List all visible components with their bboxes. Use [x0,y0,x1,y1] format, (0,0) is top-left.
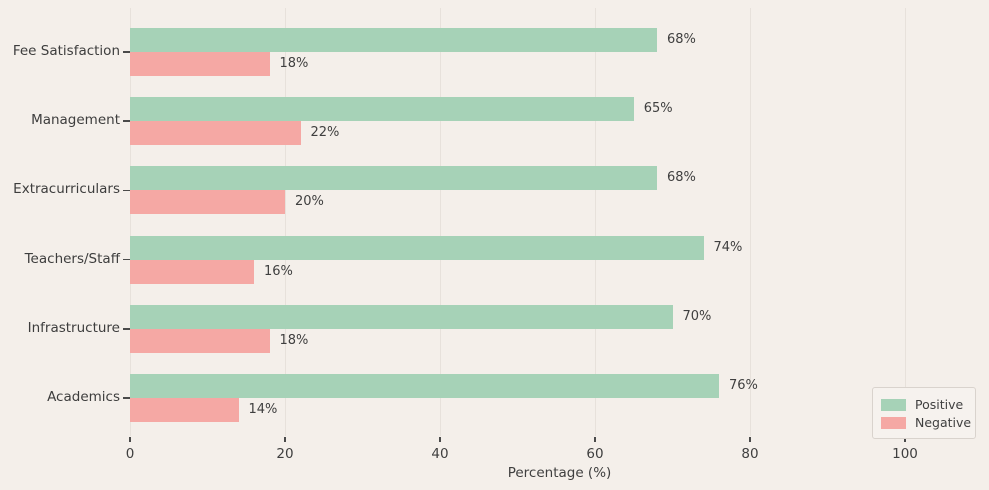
category-label: Extracurriculars [13,181,120,198]
y-tick-mark [123,189,130,192]
positive-bar [130,235,704,260]
x-tick-label-0: 0 [125,446,135,462]
negative-bar [130,259,254,284]
x-tick-mark-0 [129,437,131,442]
positive-bar [130,28,657,52]
positive-value-label: 68% [667,170,696,186]
category-label: Fee Satisfaction [12,43,120,59]
legend-entries: Positive Negative [881,396,971,431]
negative-value-label: 16% [264,263,293,279]
legend-label-positive: Positive [915,397,964,412]
positive-bar [130,97,634,122]
positive-bar [130,304,673,329]
positive-bar [130,166,657,191]
positive-value-label: 74% [713,239,743,255]
x-tick-mark-60 [594,437,596,442]
legend-label-negative: Negative [915,415,972,430]
negative-bar [130,121,301,146]
positive-value-label: 65% [643,101,673,117]
x-tick-label-40: 40 [431,446,449,462]
category-label: Academics [47,389,120,405]
positive-value-label: 70% [682,308,712,324]
gridline-x-0 [129,8,131,436]
positive-value-label: 68% [667,32,696,47]
category-label: Infrastructure [27,319,120,336]
legend-swatch-positive [881,398,906,411]
negative-bar [130,190,285,215]
negative-bar [130,52,270,76]
x-tick-mark-80 [749,437,751,442]
x-tick-mark-40 [439,437,441,442]
negative-value-label: 22% [310,125,340,141]
x-tick-label-20: 20 [276,446,294,462]
legend-entry-positive: Positive [881,396,967,413]
x-tick-label-80: 80 [741,446,759,462]
negative-value-label: 14% [248,402,278,417]
negative-bar [130,398,239,422]
gridline-x-60 [594,8,596,436]
gridline-x-20 [284,8,286,436]
x-tick-mark-20 [284,437,286,442]
y-tick-mark [123,397,130,399]
y-tick-mark [123,51,130,53]
y-tick-mark [123,328,130,330]
x-tick-mark-100 [904,437,906,442]
x-tick-label-60: 60 [586,446,604,462]
gridline-x-100 [904,8,906,436]
positive-value-label: 76% [729,378,758,393]
legend-entry-negative: Negative [881,414,971,431]
negative-value-label: 20% [295,194,324,210]
legend-swatch-negative [881,416,906,429]
positive-bar [130,374,719,398]
gridline-x-40 [439,8,441,436]
gridline-x-80 [749,8,751,436]
category-label: Teachers/Staff [24,250,120,267]
x-tick-label-100: 100 [892,446,918,462]
category-label: Management [31,112,120,129]
negative-value-label: 18% [279,56,309,71]
y-tick-mark [123,258,130,261]
negative-bar [130,328,270,353]
y-tick-mark [123,120,130,122]
x-axis-label: Percentage (%) [507,465,612,481]
negative-value-label: 18% [279,332,309,348]
legend: Positive Negative [872,387,976,439]
